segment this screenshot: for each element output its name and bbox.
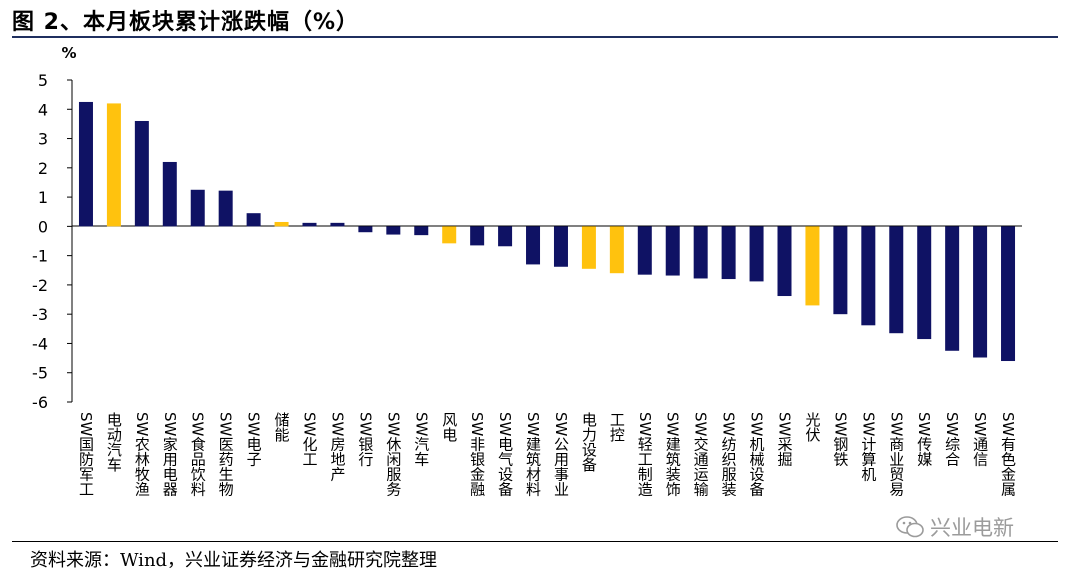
bar-24 xyxy=(749,226,764,282)
bar-5 xyxy=(218,190,233,227)
y-tick-label: -4 xyxy=(32,334,48,353)
watermark-text: 兴业电新 xyxy=(930,516,1014,540)
source-rule xyxy=(12,541,1058,542)
bar-21 xyxy=(665,226,680,276)
x-category-label: SW采掘 xyxy=(776,412,794,468)
bar-9 xyxy=(330,222,345,227)
x-category-label: SW有色金属 xyxy=(999,412,1017,497)
bar-22 xyxy=(693,226,708,279)
x-category-label: SW建筑装饰 xyxy=(664,412,682,497)
bar-20 xyxy=(637,226,652,275)
x-category-label: 电力设备 xyxy=(580,412,598,472)
x-category-label: SW纺织服装 xyxy=(720,412,738,497)
bar-19 xyxy=(609,226,624,274)
x-category-label: SW国防军工 xyxy=(77,412,95,496)
bar-30 xyxy=(917,226,932,340)
y-axis-label: % xyxy=(61,44,76,62)
bar-32 xyxy=(973,226,988,358)
bar-17 xyxy=(553,226,568,267)
x-category-label: 储能 xyxy=(273,412,291,443)
bar-27 xyxy=(833,226,848,315)
x-category-label: SW通信 xyxy=(971,412,989,467)
x-category-label: 风电 xyxy=(440,412,458,442)
x-category-label: SW轻工制造 xyxy=(636,412,654,498)
bar-13 xyxy=(442,226,457,244)
bar-0 xyxy=(78,101,93,227)
bar-23 xyxy=(721,226,736,280)
bar-15 xyxy=(498,226,513,247)
x-category-label: SW钢铁 xyxy=(831,412,849,467)
y-tick-label: 0 xyxy=(38,217,48,236)
x-category-label: SW商业贸易 xyxy=(887,412,905,497)
x-category-label: SW家用电器 xyxy=(161,412,179,497)
bar-4 xyxy=(190,189,205,227)
x-category-label: SW建筑材料 xyxy=(524,412,542,497)
chart-title: 图 2、本月板块累计涨跌幅（%） xyxy=(12,10,360,35)
x-category-label: SW汽车 xyxy=(412,412,430,467)
bar-8 xyxy=(302,222,317,227)
y-tick-label: -2 xyxy=(32,276,48,295)
y-tick-label: 3 xyxy=(38,130,48,149)
y-tick-label: 4 xyxy=(38,100,48,119)
bar-28 xyxy=(861,226,876,326)
x-category-label: SW电气设备 xyxy=(496,412,514,497)
bar-7 xyxy=(274,221,289,227)
bar-6 xyxy=(246,213,261,227)
bar-29 xyxy=(889,226,904,334)
x-category-label: SW房地产 xyxy=(328,412,346,482)
bar-33 xyxy=(1001,226,1016,362)
x-category-label: 电动汽车 xyxy=(105,412,123,472)
bar-16 xyxy=(526,226,541,265)
x-category-label: SW传媒 xyxy=(915,412,933,467)
bar-31 xyxy=(945,226,960,351)
x-category-label: 光伏 xyxy=(803,412,821,442)
y-tick-label: -6 xyxy=(32,393,48,412)
y-tick-label: -5 xyxy=(32,364,48,383)
bar-18 xyxy=(581,226,596,269)
bar-12 xyxy=(414,226,429,236)
x-category-label: 工控 xyxy=(608,412,626,443)
x-category-label: SW非银金融 xyxy=(468,412,486,497)
bar-14 xyxy=(470,226,485,246)
x-category-label: SW交通运输 xyxy=(692,412,710,497)
y-tick-label: -3 xyxy=(32,305,48,324)
bar-2 xyxy=(134,120,149,227)
y-tick-label: 1 xyxy=(38,188,48,207)
y-tick-label: 2 xyxy=(38,159,48,178)
x-category-label: SW食品饮料 xyxy=(189,412,207,497)
bar-11 xyxy=(386,226,401,235)
x-category-label: SW公用事业 xyxy=(552,412,570,496)
x-category-label: SW机械设备 xyxy=(748,412,766,497)
x-category-label: SW计算机 xyxy=(859,412,877,483)
x-category-label: SW休闲服务 xyxy=(384,412,402,498)
x-category-label: SW电子 xyxy=(245,412,263,467)
x-category-label: SW综合 xyxy=(943,412,961,467)
bar-3 xyxy=(162,161,177,227)
x-category-label: SW化工 xyxy=(301,412,319,466)
bar-10 xyxy=(358,226,373,233)
x-category-label: SW医药生物 xyxy=(217,412,235,498)
x-category-label: SW农林牧渔 xyxy=(133,412,151,497)
source-note: 资料来源：Wind，兴业证券经济与金融研究院整理 xyxy=(30,550,438,571)
y-tick-label: -1 xyxy=(32,247,48,266)
x-category-label: SW银行 xyxy=(356,412,374,468)
bar-26 xyxy=(805,226,820,306)
wechat-icon xyxy=(896,516,924,538)
y-tick-label: 5 xyxy=(38,71,48,90)
bar-25 xyxy=(777,226,792,297)
bar-1 xyxy=(106,103,121,227)
title-rule xyxy=(12,36,1058,38)
bar-chart: % 5 4 3 2 1 0 -1 -2 -3 -4 -5 -6 SW国防军工 电动汽车 SW农林牧渔 SW家… xyxy=(32,44,1022,498)
watermark: 兴业电新 xyxy=(896,512,1014,542)
